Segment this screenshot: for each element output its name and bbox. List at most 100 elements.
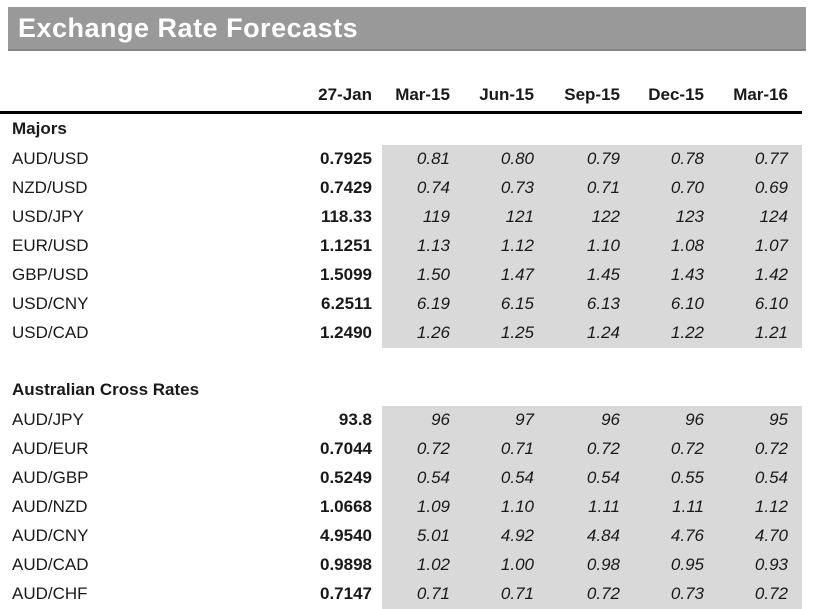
currency-pair-label: AUD/JPY	[12, 410, 84, 429]
column-header-forecast: Mar-16	[733, 84, 788, 104]
column-header-row: 27-Jan Mar-15 Jun-15 Sep-15 Dec-15 Mar-1…	[0, 74, 802, 112]
forecast-table-body: Majors AUD/USD 0.7925 0.81 0.80 0.79 0.78 0.77 N…	[0, 112, 802, 609]
table-row: AUD/CAD 0.9898 1.02 1.00 0.98 0.95 0.93	[0, 550, 802, 580]
currency-pair-label: USD/CAD	[12, 323, 89, 342]
table-row: AUD/CHF 0.7147 0.71 0.71 0.72 0.73 0.72	[0, 579, 802, 609]
section-spacer-row	[0, 348, 802, 375]
spot-value: 0.5249	[320, 468, 372, 487]
forecast-value: 0.71	[464, 434, 548, 464]
spot-value: 1.0668	[320, 497, 372, 516]
spot-value: 1.1251	[320, 236, 372, 255]
spot-value: 0.9898	[320, 555, 372, 574]
forecast-value: 1.07	[718, 231, 802, 261]
forecast-value: 0.77	[718, 144, 802, 174]
forecast-value: 1.08	[634, 231, 718, 261]
forecast-value: 1.10	[464, 492, 548, 522]
forecast-value: 0.54	[718, 463, 802, 493]
column-header-forecast: Dec-15	[648, 84, 704, 104]
forecast-value: 1.25	[464, 318, 548, 348]
currency-pair-label: AUD/USD	[12, 149, 89, 168]
forecast-value: 96	[634, 405, 718, 435]
forecast-value: 0.54	[382, 463, 464, 493]
forecast-value: 1.42	[718, 260, 802, 290]
spot-value: 0.7147	[320, 584, 372, 603]
currency-pair-label: NZD/USD	[12, 178, 88, 197]
forecast-value: 0.71	[382, 579, 464, 609]
forecast-value: 0.95	[634, 550, 718, 580]
currency-pair-label: USD/CNY	[12, 294, 89, 313]
spot-value: 0.7429	[320, 178, 372, 197]
table-row: GBP/USD 1.5099 1.50 1.47 1.45 1.43 1.42	[0, 260, 802, 290]
forecast-value: 0.54	[548, 463, 634, 493]
forecast-value: 0.70	[634, 173, 718, 203]
forecast-value: 1.00	[464, 550, 548, 580]
forecast-value: 119	[382, 202, 464, 232]
forecast-value: 1.10	[548, 231, 634, 261]
forecast-value: 1.45	[548, 260, 634, 290]
table-row: AUD/NZD 1.0668 1.09 1.10 1.11 1.11 1.12	[0, 492, 802, 522]
forecast-value: 0.79	[548, 144, 634, 174]
spot-value: 118.33	[320, 207, 372, 226]
forecast-value: 1.13	[382, 231, 464, 261]
spot-value: 0.7044	[320, 439, 372, 458]
forecast-value: 0.80	[464, 144, 548, 174]
column-header-forecast: Mar-15	[395, 84, 450, 104]
forecast-value: 97	[464, 405, 548, 435]
forecast-value: 0.73	[634, 579, 718, 609]
forecast-value: 0.72	[548, 579, 634, 609]
spot-value: 93.8	[338, 410, 372, 429]
forecast-value: 5.01	[382, 521, 464, 551]
section-label: Majors	[12, 119, 67, 138]
currency-pair-label: GBP/USD	[12, 265, 89, 284]
forecast-value: 1.26	[382, 318, 464, 348]
forecast-value: 6.10	[634, 289, 718, 319]
column-header-spot-date: 27-Jan	[318, 84, 372, 104]
forecast-value: 1.43	[634, 260, 718, 290]
spacer-cell	[0, 348, 802, 375]
spot-value: 4.9540	[320, 526, 372, 545]
forecast-value: 0.78	[634, 144, 718, 174]
forecast-value: 0.71	[548, 173, 634, 203]
currency-pair-label: USD/JPY	[12, 207, 84, 226]
forecast-value: 4.84	[548, 521, 634, 551]
spot-value: 6.2511	[320, 294, 372, 313]
spot-value: 1.2490	[320, 323, 372, 342]
currency-pair-label: AUD/NZD	[12, 497, 88, 516]
forecast-value: 6.10	[718, 289, 802, 319]
forecast-value: 6.13	[548, 289, 634, 319]
forecast-value: 0.54	[464, 463, 548, 493]
forecast-value: 1.02	[382, 550, 464, 580]
spot-value: 1.5099	[320, 265, 372, 284]
spot-value: 0.7925	[320, 149, 372, 168]
forecast-value: 6.15	[464, 289, 548, 319]
currency-pair-label: AUD/EUR	[12, 439, 89, 458]
forecast-value: 1.11	[634, 492, 718, 522]
forecast-value: 124	[718, 202, 802, 232]
forecast-value: 0.93	[718, 550, 802, 580]
table-row: EUR/USD 1.1251 1.13 1.12 1.10 1.08 1.07	[0, 231, 802, 261]
table-row: USD/CNY 6.2511 6.19 6.15 6.13 6.10 6.10	[0, 289, 802, 319]
table-row: USD/JPY 118.33 119 121 122 123 124	[0, 202, 802, 232]
forecast-value: 1.21	[718, 318, 802, 348]
forecast-value: 4.76	[634, 521, 718, 551]
forecast-value: 0.72	[718, 434, 802, 464]
page-title: Exchange Rate Forecasts	[18, 12, 359, 43]
section-header-row: Australian Cross Rates	[0, 375, 802, 406]
table-row: AUD/CNY 4.9540 5.01 4.92 4.84 4.76 4.70	[0, 521, 802, 551]
forecast-value: 0.73	[464, 173, 548, 203]
forecast-value: 96	[548, 405, 634, 435]
currency-pair-label: EUR/USD	[12, 236, 89, 255]
table-row: NZD/USD 0.7429 0.74 0.73 0.71 0.70 0.69	[0, 173, 802, 203]
currency-pair-label: AUD/CAD	[12, 555, 89, 574]
table-row: AUD/GBP 0.5249 0.54 0.54 0.54 0.55 0.54	[0, 463, 802, 493]
forecast-value: 96	[382, 405, 464, 435]
forecast-value: 4.92	[464, 521, 548, 551]
table-row: AUD/EUR 0.7044 0.72 0.71 0.72 0.72 0.72	[0, 434, 802, 464]
forecast-value: 121	[464, 202, 548, 232]
column-header-forecast: Jun-15	[479, 84, 534, 104]
currency-pair-label: AUD/GBP	[12, 468, 89, 487]
table-row: AUD/JPY 93.8 96 97 96 96 95	[0, 405, 802, 435]
forecast-value: 1.24	[548, 318, 634, 348]
forecast-value: 0.69	[718, 173, 802, 203]
column-header-blank	[0, 74, 300, 112]
